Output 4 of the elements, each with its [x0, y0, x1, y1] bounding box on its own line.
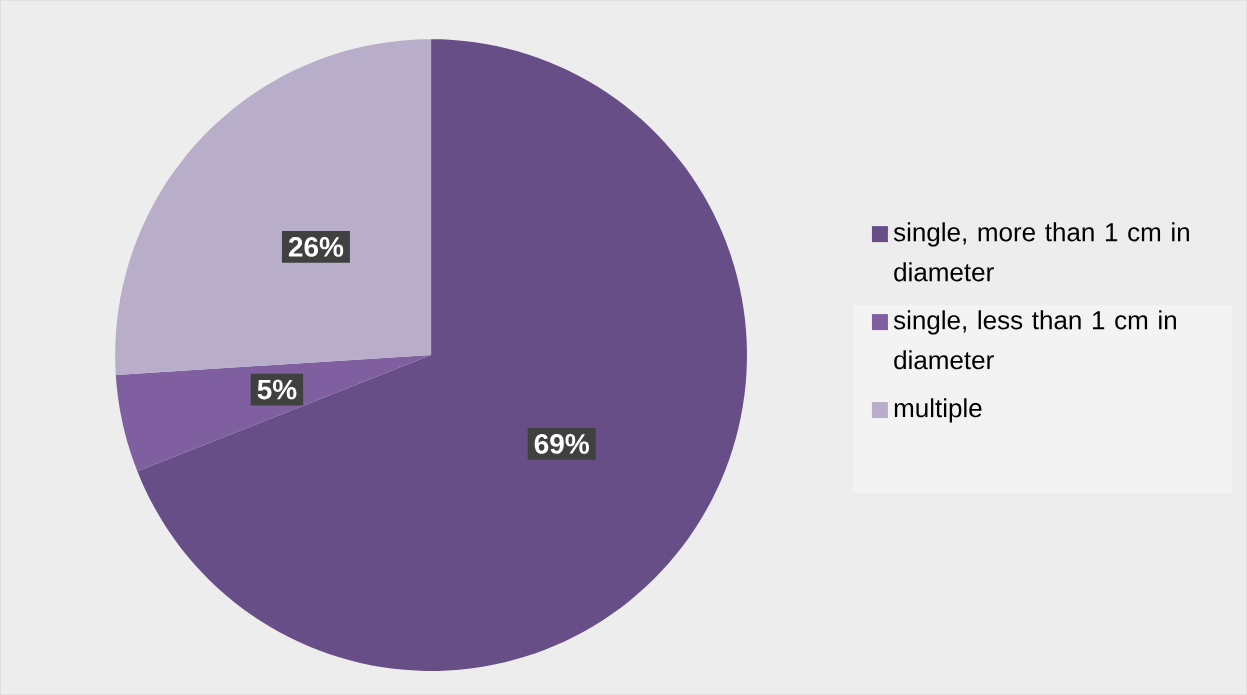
data-label: 5% [257, 379, 297, 400]
data-label: 69% [534, 433, 589, 454]
data-label: 26% [288, 236, 344, 257]
legend-label: multiple [894, 398, 982, 423]
